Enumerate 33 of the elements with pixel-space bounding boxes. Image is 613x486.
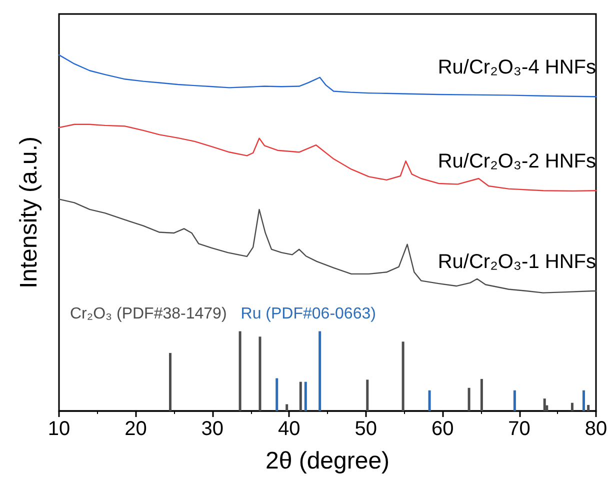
bar <box>543 398 546 411</box>
x-tick-label: 20 <box>124 418 147 440</box>
x-tick-label: 50 <box>354 418 377 440</box>
bar <box>168 352 172 411</box>
x-tick-label: 80 <box>584 418 608 440</box>
bar <box>238 331 242 411</box>
series-label: Ru/Cr₂O₃-2 HNFs <box>438 150 596 173</box>
x-tick-label: 10 <box>48 418 70 440</box>
x-tick-label: 30 <box>201 418 224 440</box>
bar <box>468 388 470 411</box>
series-label: Ru/Cr₂O₃-4 HNFs <box>438 56 596 79</box>
x-tick-label: 70 <box>508 418 530 440</box>
y-axis-title: Intensity (a.u.) <box>16 136 42 289</box>
bar <box>402 342 404 411</box>
x-axis-title: 2θ (degree) <box>265 448 390 474</box>
series-label: Ru/Cr₂O₃-1 HNFs <box>438 251 596 274</box>
bar <box>570 402 574 411</box>
bar <box>258 336 262 411</box>
bar <box>318 331 322 411</box>
series-label: Cr₂O₃ (PDF#38-1479) <box>70 306 227 322</box>
bar <box>582 390 585 411</box>
x-tick-label: 40 <box>278 418 300 440</box>
bar <box>299 382 302 411</box>
bar <box>587 404 590 411</box>
series-label: Ru (PDF#06-0663) <box>240 306 376 322</box>
bar <box>276 378 278 411</box>
bar <box>366 380 369 411</box>
x-tick-label: 60 <box>431 418 454 440</box>
bar <box>286 404 288 411</box>
bar <box>304 382 307 411</box>
bar <box>480 378 483 411</box>
bar <box>428 390 431 411</box>
bar <box>513 390 516 411</box>
